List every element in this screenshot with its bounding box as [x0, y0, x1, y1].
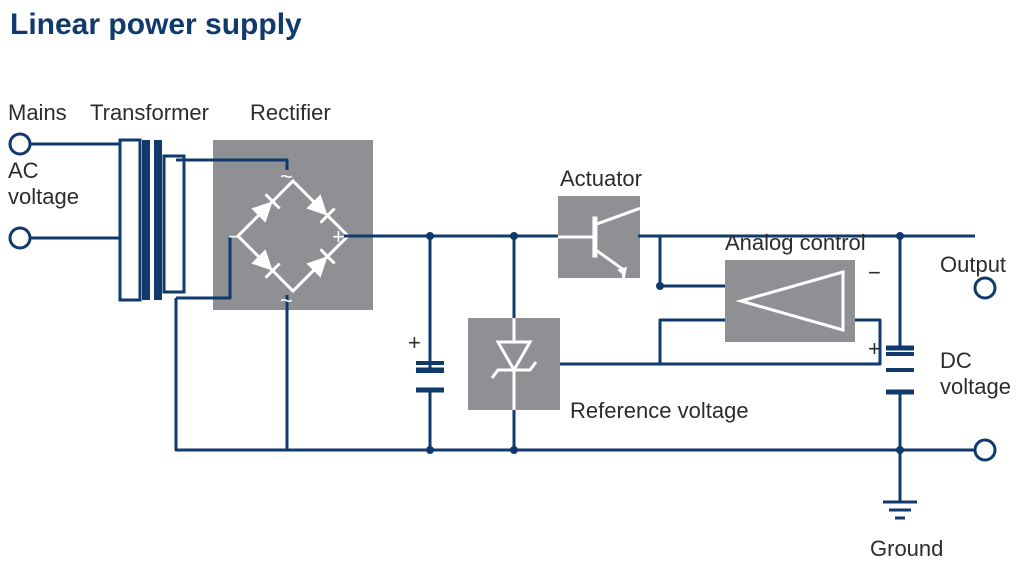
junction	[510, 232, 518, 240]
label-output: Output	[940, 252, 1006, 277]
junction	[896, 232, 904, 240]
label-rect_t2: ~	[280, 288, 293, 313]
label-ac1: AC	[8, 158, 39, 183]
junction	[426, 446, 434, 454]
output-term	[975, 278, 995, 298]
label-mains: Mains	[8, 100, 67, 125]
junction	[510, 446, 518, 454]
label-ac2: voltage	[8, 184, 79, 209]
label-cap_plus: +	[408, 330, 421, 355]
junction	[896, 446, 904, 454]
label-transformer: Transformer	[90, 100, 209, 125]
return-term	[975, 440, 995, 460]
label-rect_plus: +	[332, 224, 345, 249]
label-rectifier: Rectifier	[250, 100, 331, 125]
label-analog: Analog control	[725, 230, 866, 255]
label-dc2: voltage	[940, 374, 1011, 399]
label-rect_t1: ~	[280, 164, 293, 189]
junction	[426, 232, 434, 240]
label-actuator: Actuator	[560, 166, 642, 191]
junction	[656, 282, 664, 290]
label-ground: Ground	[870, 536, 943, 561]
label-reference: Reference voltage	[570, 398, 749, 423]
mains-bot	[10, 228, 30, 248]
label-amp_minus: −	[868, 260, 881, 285]
diagram-title: Linear power supply	[10, 8, 302, 41]
mains-top	[10, 134, 30, 154]
label-dc1: DC	[940, 348, 972, 373]
label-amp_plus: +	[868, 336, 881, 361]
label-rect_minus: −	[228, 224, 241, 249]
